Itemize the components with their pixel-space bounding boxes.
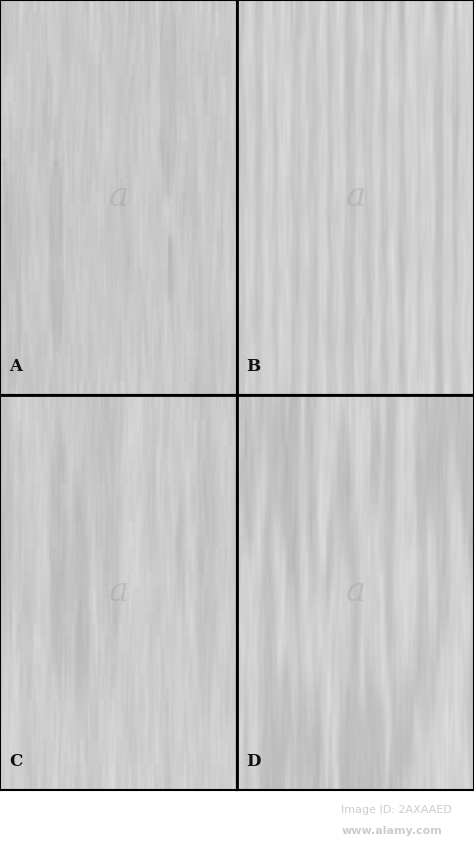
Text: a: a [109,182,128,213]
Text: B: B [246,358,261,375]
Text: C: C [9,753,23,770]
Text: a: a [109,576,128,608]
Text: alamy: alamy [14,807,100,831]
Text: A: A [9,358,22,375]
Text: a: a [346,576,365,608]
Text: Image ID: 2AXAAED: Image ID: 2AXAAED [341,806,452,815]
Text: a: a [346,182,365,213]
Text: www.alamy.com: www.alamy.com [341,826,442,836]
Text: D: D [246,753,261,770]
